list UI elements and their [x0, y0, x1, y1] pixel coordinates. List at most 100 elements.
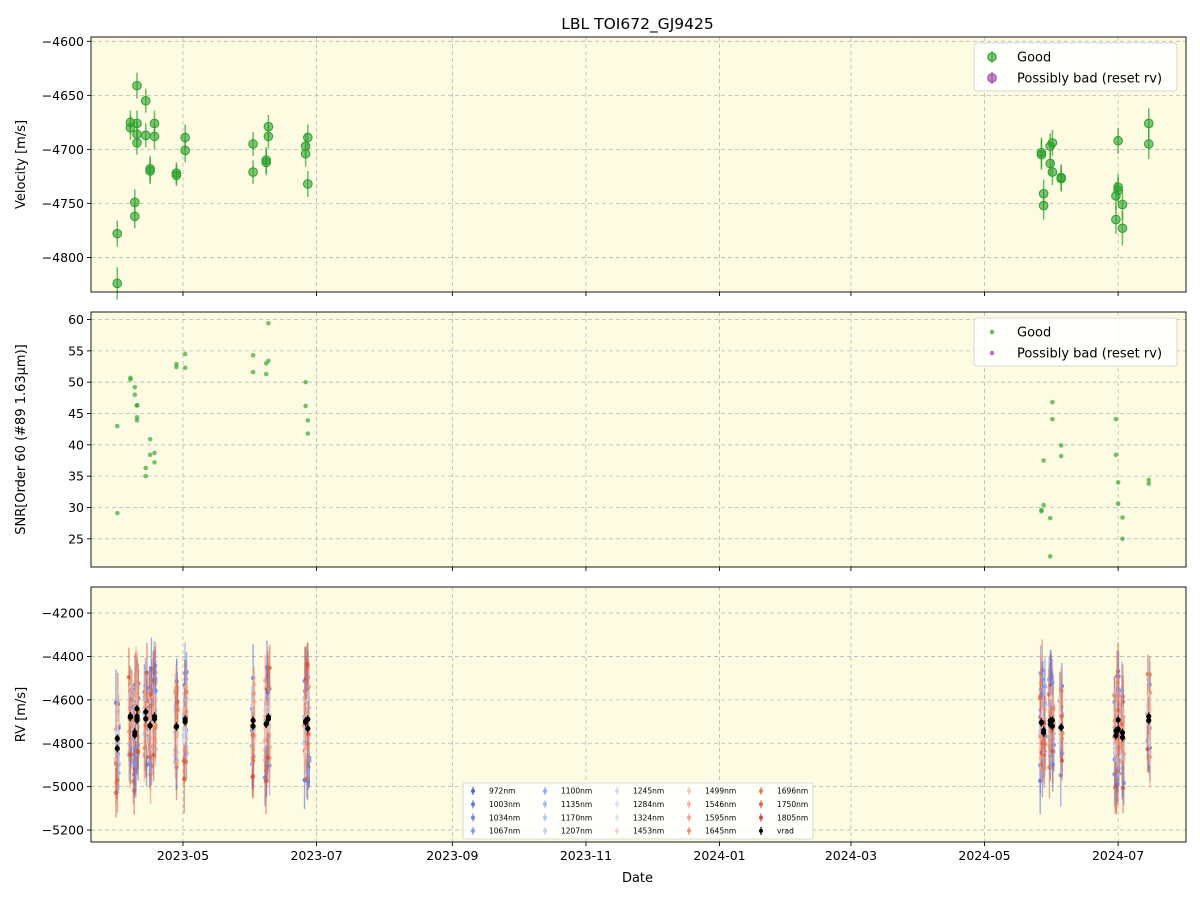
- data-point-good: [134, 418, 140, 423]
- legend-marker: [471, 802, 475, 807]
- legend-label: Good: [1017, 51, 1051, 66]
- band-point: [1050, 748, 1055, 754]
- data-point-good: [1113, 416, 1119, 422]
- legend-marker: [759, 815, 763, 820]
- legend-marker: [989, 350, 995, 356]
- data-point-good: [114, 423, 120, 429]
- legend-label: 1207nm: [561, 827, 592, 836]
- panel-snr: 25 30 35 40 45 50 55 60 SNR[Order 60 (#89 1.63μm…: [14, 311, 1187, 571]
- band-point: [183, 689, 189, 694]
- data-point-good: [303, 379, 308, 385]
- data-point-good: [114, 510, 120, 516]
- vrad-point: [1113, 733, 1119, 739]
- legend-marker: [471, 789, 475, 793]
- data-point-good: [147, 452, 153, 458]
- data-point-good: [1047, 554, 1053, 559]
- data-point-good: [1146, 481, 1152, 486]
- vrad-point: [1049, 717, 1056, 723]
- legend-marker: [687, 789, 691, 793]
- legend-marker: [759, 789, 763, 793]
- vrad-point: [127, 714, 134, 720]
- y-tick-label: 35: [68, 469, 84, 484]
- vrad-point: [134, 717, 140, 723]
- legend-marker: [543, 789, 547, 793]
- legend-marker: [759, 828, 763, 833]
- data-point-good: [1036, 149, 1047, 160]
- data-point-good: [128, 377, 133, 382]
- y-tick-label: −5200: [42, 823, 84, 838]
- data-point-good: [1056, 173, 1066, 184]
- legend-label: 1324nm: [633, 813, 664, 822]
- data-point-good: [143, 465, 149, 471]
- band-point: [304, 776, 309, 781]
- data-point-good: [266, 358, 271, 364]
- legend-label: 1696nm: [777, 787, 808, 796]
- data-point-good: [263, 371, 269, 377]
- legend-label: 1003nm: [489, 800, 520, 809]
- band-point: [251, 691, 256, 696]
- legend-label: 1546nm: [705, 800, 736, 809]
- data-point-good: [1038, 200, 1049, 211]
- vrad-point: [1041, 730, 1047, 736]
- band-point: [1120, 785, 1126, 791]
- legend-label: 1645nm: [705, 827, 736, 836]
- vrad-point: [134, 706, 140, 712]
- band-point: [135, 749, 141, 755]
- data-point-good: [1058, 453, 1064, 459]
- data-point-good: [132, 384, 138, 390]
- x-tick-label: 2023-09: [426, 848, 478, 863]
- data-point-good: [182, 351, 188, 357]
- vrad-point: [151, 716, 158, 722]
- axes-frame-velocity: [90, 36, 1187, 293]
- data-point-good: [1041, 458, 1046, 463]
- data-point-good: [145, 166, 155, 176]
- legend-marker: [987, 73, 997, 83]
- band-point: [128, 752, 133, 757]
- y-tick-label: −4700: [42, 142, 84, 157]
- data-point-good: [174, 364, 179, 370]
- band-point: [181, 776, 187, 782]
- band-point: [267, 665, 272, 671]
- vrad-point: [182, 719, 188, 725]
- y-tick-label: 40: [68, 437, 84, 452]
- data-point-good: [305, 431, 311, 436]
- y-tick-label: 25: [68, 531, 84, 546]
- legend-marker: [543, 828, 547, 833]
- data-point-good: [152, 450, 157, 456]
- data-point-good: [1113, 135, 1123, 146]
- data-point-good: [1047, 138, 1058, 148]
- x-tick-label: 2024-01: [693, 848, 745, 863]
- data-point-good: [140, 95, 151, 106]
- band-point: [305, 731, 311, 737]
- data-point-good: [1117, 223, 1128, 234]
- y-tick-label: −4750: [42, 196, 84, 211]
- data-point-good: [1050, 416, 1055, 422]
- data-point-good: [147, 436, 153, 442]
- band-point: [113, 790, 119, 796]
- data-point-good: [180, 145, 190, 156]
- data-point-good: [130, 211, 140, 222]
- y-axis-label-rv: RV [m/s]: [14, 687, 29, 742]
- band-point: [250, 732, 255, 737]
- y-tick-label: −4200: [42, 606, 84, 621]
- legend-label: 1067nm: [489, 827, 520, 836]
- band-point: [1145, 746, 1150, 752]
- data-point-good: [1047, 167, 1058, 177]
- legend-label: Good: [1017, 326, 1051, 341]
- data-point-good: [182, 365, 188, 371]
- legend-label: 1750nm: [777, 800, 808, 809]
- data-point-good: [1045, 158, 1056, 169]
- x-axis-label: Date: [622, 871, 653, 886]
- x-tick-label: 2024-03: [825, 848, 877, 863]
- legend-box: [973, 42, 1178, 92]
- vrad-point: [1146, 717, 1152, 724]
- band-point: [144, 670, 150, 675]
- data-point-good: [1111, 214, 1121, 225]
- legend-marker: [471, 828, 475, 833]
- legend-velocity: Good Possibly bad (reset rv): [973, 42, 1178, 92]
- legend-marker: [615, 789, 619, 793]
- y-tick-label: −4800: [42, 250, 84, 265]
- legend-marker: [615, 828, 619, 833]
- data-point-good: [125, 122, 136, 133]
- band-point: [265, 755, 271, 760]
